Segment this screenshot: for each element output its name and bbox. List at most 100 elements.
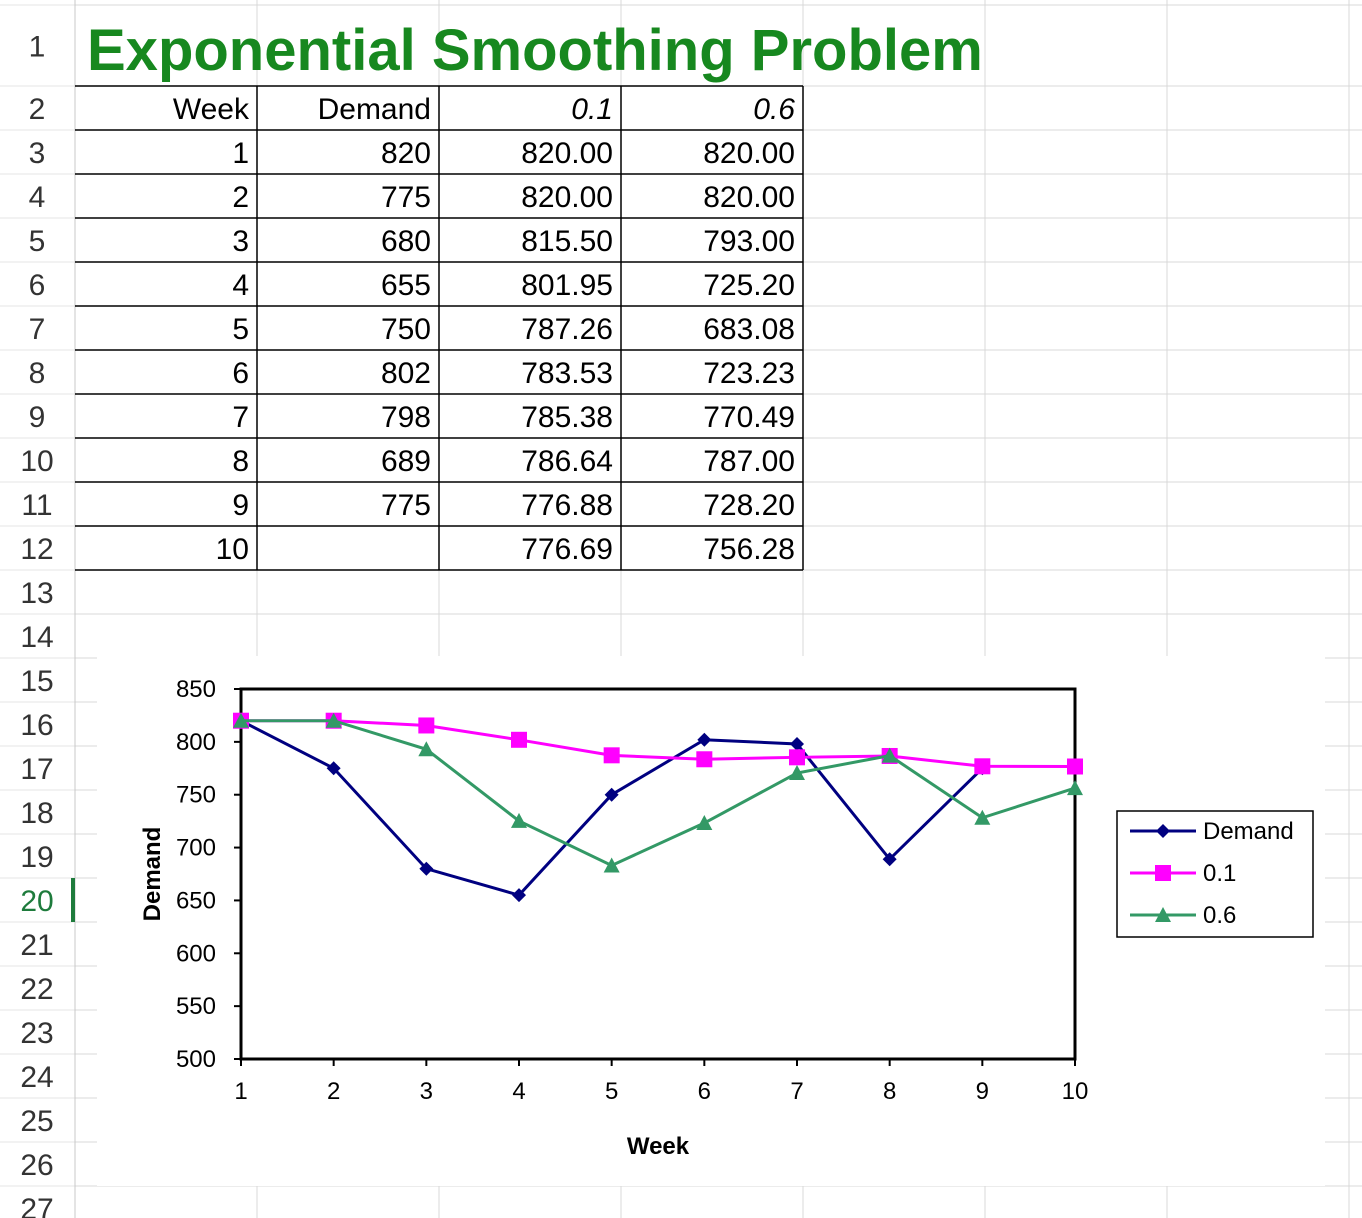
y-tick-label: 550: [176, 993, 216, 1020]
legend-label: 0.1: [1203, 860, 1236, 887]
table-cell: 820.00: [521, 137, 613, 170]
marker: [696, 751, 713, 768]
x-tick-label: 7: [790, 1078, 803, 1105]
row-number: 26: [20, 1149, 53, 1182]
table-cell: 820.00: [703, 137, 795, 170]
marker: [419, 861, 434, 876]
row-number: 23: [20, 1017, 53, 1050]
row-number: 5: [29, 225, 46, 258]
marker: [1155, 865, 1171, 881]
table-cell: 801.95: [521, 269, 613, 302]
table-cell: 5: [232, 313, 249, 346]
row-number: 11: [21, 489, 52, 522]
row-number: 12: [20, 533, 53, 566]
table-cell: 655: [381, 269, 431, 302]
table-cell: 776.88: [521, 489, 613, 522]
marker: [603, 857, 620, 873]
marker: [789, 765, 805, 781]
marker: [882, 852, 897, 867]
marker: [512, 888, 526, 903]
sheet-title: Exponential Smoothing Problem: [87, 18, 983, 83]
marker: [233, 712, 249, 728]
table-cell: 2: [232, 181, 249, 214]
table-cell: 787.00: [703, 445, 795, 478]
marker: [418, 741, 435, 757]
table-cell: 783.53: [521, 357, 613, 390]
row-number: 21: [20, 929, 53, 962]
row-number: 22: [20, 973, 53, 1006]
row-number: 7: [29, 313, 46, 346]
y-tick-label: 500: [176, 1046, 216, 1073]
row-number: 13: [20, 577, 53, 610]
y-axis-label: Demand: [139, 827, 166, 922]
x-tick-label: 6: [698, 1078, 711, 1105]
marker: [326, 761, 341, 776]
row-number: 8: [29, 357, 46, 390]
series-line: [241, 719, 1076, 768]
x-tick-label: 8: [883, 1078, 896, 1105]
marker: [511, 812, 527, 828]
x-tick-label: 4: [512, 1078, 525, 1105]
table-cell: 680: [381, 225, 431, 258]
table-cell: 0.6: [753, 93, 795, 126]
y-tick-label: 800: [176, 729, 216, 756]
table-cell: 7: [232, 401, 249, 434]
marker: [325, 712, 342, 728]
table-cell: 756.28: [703, 533, 795, 566]
table-cell: 820: [381, 137, 431, 170]
table-cell: 683.08: [703, 313, 795, 346]
row-number: 25: [20, 1105, 53, 1138]
table-cell: 3: [232, 225, 249, 258]
row-number: 9: [29, 401, 46, 434]
row-number: 20: [20, 885, 53, 918]
table-cell: 820.00: [521, 181, 613, 214]
table-cell: 775: [381, 181, 431, 214]
table-cell: 0.1: [571, 93, 613, 126]
x-tick-label: 1: [234, 1078, 247, 1105]
legend-label: 0.6: [1203, 902, 1236, 929]
plot-area: [239, 687, 1077, 1061]
marker: [511, 731, 527, 748]
table-cell: 689: [381, 445, 431, 478]
y-tick-label: 850: [176, 676, 216, 703]
table-cell: 10: [216, 533, 249, 566]
series-line: [241, 719, 1076, 868]
table-cell: 793.00: [703, 225, 795, 258]
marker: [790, 736, 804, 751]
x-tick-label: 9: [976, 1078, 989, 1105]
marker: [1156, 824, 1170, 838]
marker: [974, 758, 991, 775]
row-header-bg: [0, 0, 75, 1218]
row-number: 19: [20, 841, 53, 874]
row-number: 16: [20, 709, 53, 742]
marker: [604, 787, 619, 802]
row-number: 2: [29, 93, 46, 126]
row-number: 15: [20, 665, 53, 698]
x-tick-label: 10: [1062, 1078, 1089, 1105]
row-number: 17: [20, 753, 53, 786]
table-cell: Demand: [318, 93, 431, 126]
table-cell: 786.64: [521, 445, 613, 478]
y-tick-label: 650: [176, 887, 216, 914]
table-cell: 775: [381, 489, 431, 522]
x-tick-label: 2: [327, 1078, 340, 1105]
table-cell: 785.38: [521, 401, 613, 434]
table-cell: 725.20: [703, 269, 795, 302]
table-cell: 728.20: [703, 489, 795, 522]
table-cell: 776.69: [521, 533, 613, 566]
x-tick-label: 5: [605, 1078, 618, 1105]
legend-label: Demand: [1203, 818, 1294, 845]
row-number: 6: [29, 269, 46, 302]
y-tick-label: 600: [176, 940, 216, 967]
y-tick-label: 700: [176, 835, 216, 862]
table-cell: 9: [232, 489, 249, 522]
row-number: 3: [29, 137, 46, 170]
marker: [697, 732, 712, 747]
marker: [974, 809, 991, 825]
table-cell: 6: [232, 357, 249, 390]
marker: [1067, 780, 1083, 796]
marker: [881, 747, 898, 763]
table-cell: 4: [232, 269, 249, 302]
marker: [603, 747, 620, 764]
